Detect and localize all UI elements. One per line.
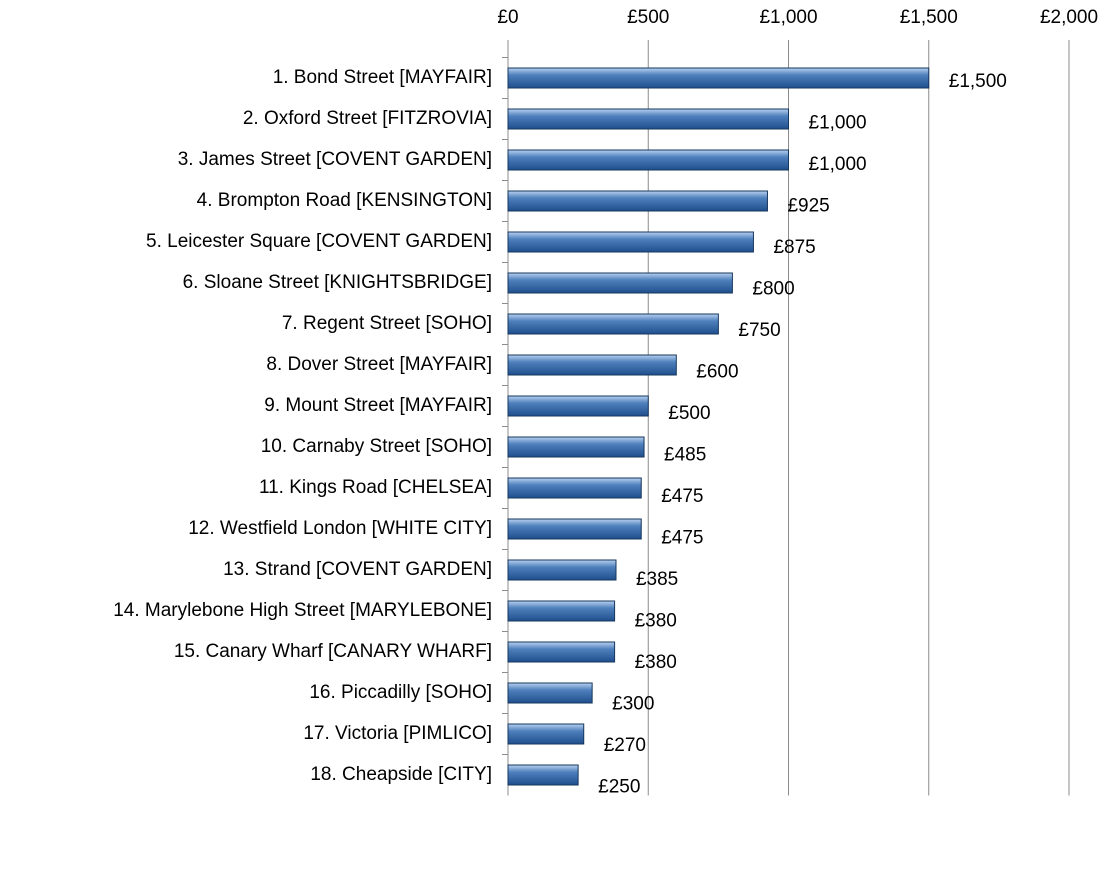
y-tick-label: 14. Marylebone High Street [MARYLEBONE] <box>113 600 492 621</box>
data-label: £600 <box>696 362 738 383</box>
data-label: £380 <box>635 652 677 673</box>
data-label: £925 <box>787 196 829 217</box>
bar <box>507 477 642 499</box>
x-tick-label: £500 <box>627 7 669 28</box>
y-tick-label: 7. Regent Street [SOHO] <box>282 313 492 334</box>
bar <box>507 764 579 786</box>
data-label: £380 <box>635 611 677 632</box>
data-label: £1,500 <box>949 71 1007 92</box>
bar <box>507 190 768 212</box>
bar <box>507 108 789 130</box>
data-label: £485 <box>664 445 706 466</box>
bar <box>507 436 645 458</box>
x-tick-label: £2,000 <box>1040 7 1098 28</box>
y-tick-label: 2. Oxford Street [FITZROVIA] <box>243 108 492 129</box>
bar <box>507 600 616 622</box>
data-label: £750 <box>738 320 780 341</box>
data-label: £475 <box>661 486 703 507</box>
data-label: £1,000 <box>809 154 867 175</box>
data-label: £1,000 <box>809 113 867 134</box>
y-tick-label: 16. Piccadilly [SOHO] <box>309 682 492 703</box>
y-tick-label: 18. Cheapside [CITY] <box>310 764 492 785</box>
y-tick-label: 13. Strand [COVENT GARDEN] <box>223 559 492 580</box>
bar <box>507 641 616 663</box>
x-tick-label: £1,000 <box>759 7 817 28</box>
y-tick-label: 17. Victoria [PIMLICO] <box>303 723 492 744</box>
bar <box>507 313 719 335</box>
data-label: £385 <box>636 569 678 590</box>
y-tick-label: 6. Sloane Street [KNIGHTSBRIDGE] <box>183 272 492 293</box>
y-tick-label: 1. Bond Street [MAYFAIR] <box>273 67 492 88</box>
y-tick-label: 5. Leicester Square [COVENT GARDEN] <box>146 231 492 252</box>
bar <box>507 518 642 540</box>
data-label: £500 <box>668 403 710 424</box>
bar <box>507 682 593 704</box>
y-tick-label: 9. Mount Street [MAYFAIR] <box>264 395 492 416</box>
y-tick-label: 15. Canary Wharf [CANARY WHARF] <box>174 641 492 662</box>
y-tick-label: 10. Carnaby Street [SOHO] <box>261 436 492 457</box>
data-label: £300 <box>612 694 654 715</box>
data-label: £270 <box>604 735 646 756</box>
data-label: £800 <box>752 279 794 300</box>
bar <box>507 231 754 253</box>
bar <box>507 272 733 294</box>
y-tick-label: 4. Brompton Road [KENSINGTON] <box>197 190 492 211</box>
y-tick-label: 11. Kings Road [CHELSEA] <box>259 477 492 498</box>
bar <box>507 395 649 417</box>
data-label: £475 <box>661 528 703 549</box>
data-label: £875 <box>773 237 815 258</box>
x-tick-label: £1,500 <box>900 7 958 28</box>
bar <box>507 354 677 376</box>
x-tick-label: £0 <box>497 7 518 28</box>
data-label: £250 <box>598 777 640 798</box>
bar <box>507 559 617 581</box>
y-tick-label: 3. James Street [COVENT GARDEN] <box>178 149 492 170</box>
bar <box>507 723 585 745</box>
bar <box>507 67 930 89</box>
bar <box>507 149 789 171</box>
y-tick-label: 8. Dover Street [MAYFAIR] <box>266 354 492 375</box>
y-tick-label: 12. Westfield London [WHITE CITY] <box>188 518 492 539</box>
